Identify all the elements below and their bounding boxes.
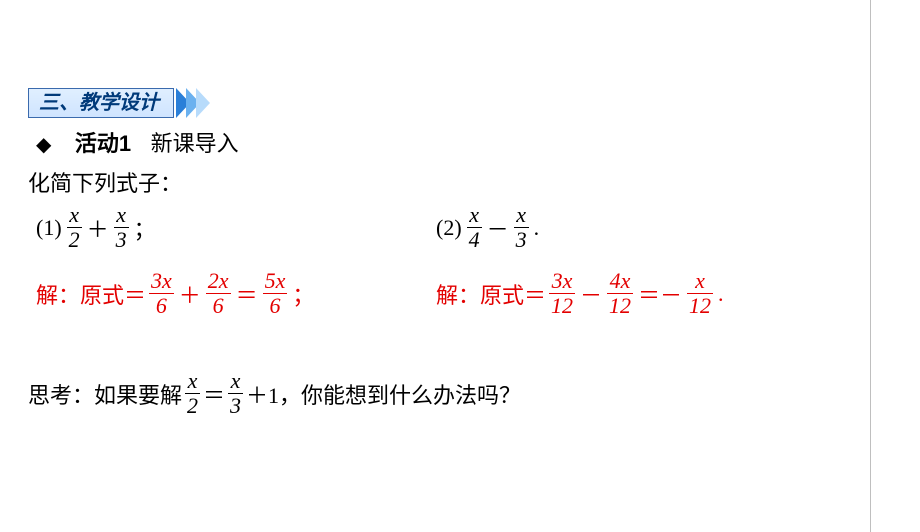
fraction: 3x6 [149, 270, 174, 317]
diamond-icon: ◆ [36, 134, 51, 156]
fraction: x3 [114, 204, 129, 251]
solution-2: 解：原式＝ 3x12 － 4x12 ＝－ x12 . [436, 270, 836, 317]
think-pre: 思考：如果要解 [28, 378, 182, 410]
simplify-prompt: 化简下列式子： [28, 166, 182, 198]
solutions-row: 解：原式＝ 3x6 ＋ 2x6 ＝ 5x6 ； 解：原式＝ 3x12 [36, 270, 836, 317]
punct: . [534, 215, 540, 241]
problem-2-label: (2) [436, 215, 462, 241]
punct: . [718, 281, 724, 307]
operator-plus: ＋ [179, 278, 201, 310]
think-mid2: ＋1， [246, 378, 301, 410]
operator-minus: － [580, 278, 602, 310]
operator-equals-neg: ＝－ [638, 278, 682, 310]
fraction: 5x6 [263, 270, 288, 317]
problem-1-label: (1) [36, 215, 62, 241]
operator-plus: ＋ [87, 212, 109, 244]
fraction: x3 [514, 204, 529, 251]
operator-equals: ＝ [236, 278, 258, 310]
operator-minus: － [487, 212, 509, 244]
fraction: x2 [185, 370, 200, 417]
section-title: 三、教学设计 [28, 88, 174, 118]
solution-2-prefix: 解：原式＝ [436, 278, 546, 310]
think-prompt: 思考：如果要解 x2 ＝ x3 ＋1， 你能想到什么办法吗？ [28, 370, 521, 417]
fraction: 3x12 [549, 270, 575, 317]
punct: ； [134, 212, 156, 244]
operator-equals: ＝ [203, 378, 225, 410]
page-right-margin [871, 0, 920, 532]
section-banner: 三、教学设计 [28, 88, 206, 118]
solution-1-prefix: 解：原式＝ [36, 278, 146, 310]
banner-chevrons-icon [176, 88, 206, 118]
solution-1: 解：原式＝ 3x6 ＋ 2x6 ＝ 5x6 ； [36, 270, 436, 317]
think-post: 你能想到什么办法吗？ [301, 378, 521, 410]
fraction: 4x12 [607, 270, 633, 317]
slide-page: 三、教学设计 ◆ 活动1 新课导入 化简下列式子： (1) x2 ＋ x3 [0, 0, 870, 532]
problem-1: (1) x2 ＋ x3 ； [36, 204, 436, 251]
problems-row: (1) x2 ＋ x3 ； (2) x4 － [36, 204, 836, 251]
activity-heading: ◆ 活动1 新课导入 [36, 126, 239, 158]
fraction: x3 [228, 370, 243, 417]
fraction: 2x6 [206, 270, 231, 317]
activity-number: 活动1 [75, 131, 131, 156]
fraction: x12 [687, 270, 713, 317]
activity-title: 新课导入 [151, 131, 239, 156]
fraction: x2 [67, 204, 82, 251]
punct: ； [292, 278, 314, 310]
fraction: x4 [467, 204, 482, 251]
problem-2: (2) x4 － x3 . [436, 204, 836, 251]
